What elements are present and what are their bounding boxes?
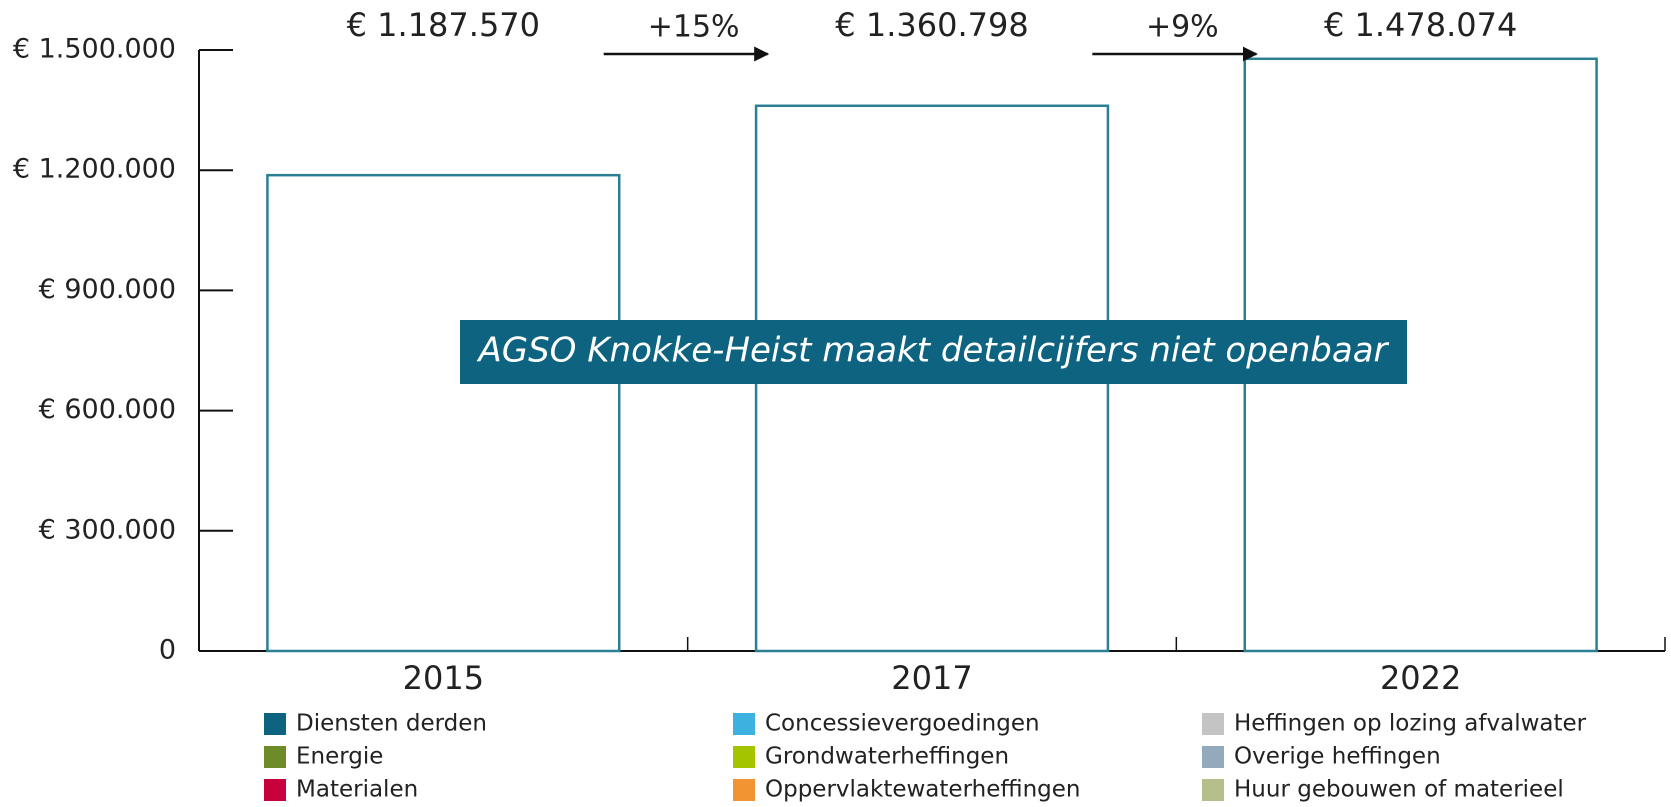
legend-label: Heffingen op lozing afvalwater	[1234, 711, 1587, 737]
legend-swatch	[733, 713, 755, 735]
legend-swatch	[264, 746, 286, 768]
x-tick-label: 2022	[1380, 659, 1461, 697]
notice-text: AGSO Knokke-Heist maakt detailcijfers ni…	[476, 331, 1389, 371]
legend-swatch	[1202, 779, 1224, 801]
legend-label: Energie	[296, 744, 383, 770]
y-tick-label: € 1.200.000	[13, 154, 176, 185]
legend-swatch	[733, 746, 755, 768]
value-label: € 1.478.074	[1324, 6, 1517, 44]
y-tick-label: € 1.500.000	[13, 34, 176, 65]
growth-label: +9%	[1146, 10, 1219, 45]
legend-label: Grondwaterheffingen	[765, 744, 1009, 770]
legend-label: Diensten derden	[296, 711, 487, 737]
legend-swatch	[264, 713, 286, 735]
legend-label: Huur gebouwen of materieel	[1234, 777, 1564, 803]
value-label: € 1.187.570	[347, 6, 540, 44]
legend-swatch	[264, 779, 286, 801]
y-tick-label: € 300.000	[39, 514, 176, 545]
legend-swatch	[1202, 746, 1224, 768]
y-tick-label: 0	[159, 635, 176, 666]
y-tick-label: € 600.000	[39, 394, 176, 425]
x-tick-label: 2017	[891, 659, 972, 697]
value-label: € 1.360.798	[835, 6, 1028, 44]
x-tick-label: 2015	[403, 659, 484, 697]
growth-label: +15%	[648, 10, 740, 45]
y-tick-label: € 900.000	[39, 274, 176, 305]
legend-swatch	[1202, 713, 1224, 735]
legend-label: Oppervlaktewaterheffingen	[765, 777, 1081, 803]
legend-label: Overige heffingen	[1234, 744, 1441, 770]
legend-label: Materialen	[296, 777, 418, 803]
legend-label: Concessievergoedingen	[765, 711, 1040, 737]
bar	[266, 173, 621, 653]
legend-swatch	[733, 779, 755, 801]
notice-banner	[460, 320, 1407, 384]
